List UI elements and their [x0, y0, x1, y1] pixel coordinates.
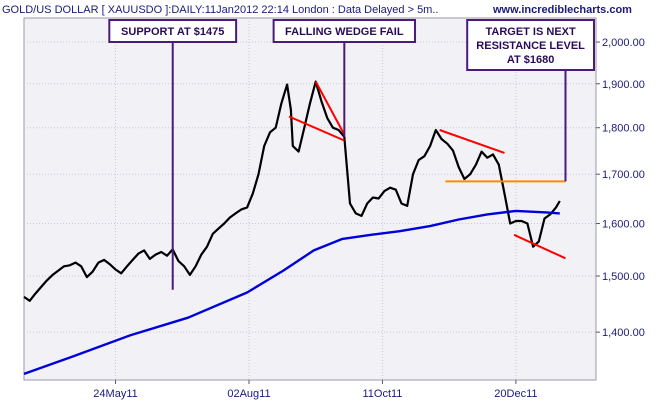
y-tick-label-5: 1,900.00 — [602, 79, 645, 91]
annotation-box-1 — [272, 19, 417, 43]
chart-title: GOLD/US DOLLAR [ XAUUSDO ]:DAILY:11Jan20… — [2, 4, 438, 16]
price-series-line — [23, 80, 561, 302]
annotation-box-2 — [466, 19, 596, 71]
x-tick-label-1: 02Aug11 — [227, 388, 270, 400]
y-tick-label-4: 1,800.00 — [602, 123, 645, 135]
y-tick-label-0: 1,400.00 — [602, 327, 645, 339]
annotation-2: TARGET IS NEXT RESISTANCE LEVEL AT $1680 — [466, 19, 596, 182]
annotation-text-2-0: TARGET IS NEXT — [485, 26, 576, 38]
x-tick-label-2: 11Oct11 — [362, 388, 402, 400]
trendlines-group — [288, 81, 566, 260]
x-tick-label-0: 24May11 — [93, 388, 137, 400]
plot-area — [23, 17, 597, 381]
series-group — [23, 80, 561, 376]
axis-ticks: 1,400.00 1,500.00 1,600.00 1,700.00 1,800.00… — [93, 37, 645, 400]
y-tick-label-2: 1,600.00 — [602, 219, 645, 231]
x-tick-label-3: 20Dec11 — [494, 388, 537, 400]
trendline-3 — [513, 233, 566, 260]
annotation-text-2-1: RESISTANCE LEVEL — [476, 40, 585, 52]
annotation-text-0-0: SUPPORT AT $1475 — [121, 26, 224, 38]
source-label: www.incrediblecharts.com — [492, 4, 632, 16]
trendline-2 — [439, 129, 505, 154]
y-tick-label-6: 2,000.00 — [602, 37, 645, 49]
annotation-0: SUPPORT AT $1475 — [108, 19, 238, 290]
y-tick-label-3: 1,700.00 — [602, 169, 645, 181]
trendline-1 — [288, 115, 345, 142]
annotations-group: SUPPORT AT $1475 FALLING WEDGE FAIL TARGET… — [108, 19, 596, 290]
y-tick-label-1: 1,500.00 — [602, 271, 645, 283]
annotation-box-0 — [108, 19, 238, 43]
trendline-0 — [314, 81, 346, 136]
annotation-1: FALLING WEDGE FAIL — [272, 19, 417, 137]
moving-average-line — [23, 209, 560, 376]
annotation-text-2-2: AT $1680 — [507, 54, 555, 66]
annotation-text-1-0: FALLING WEDGE FAIL — [285, 26, 404, 38]
